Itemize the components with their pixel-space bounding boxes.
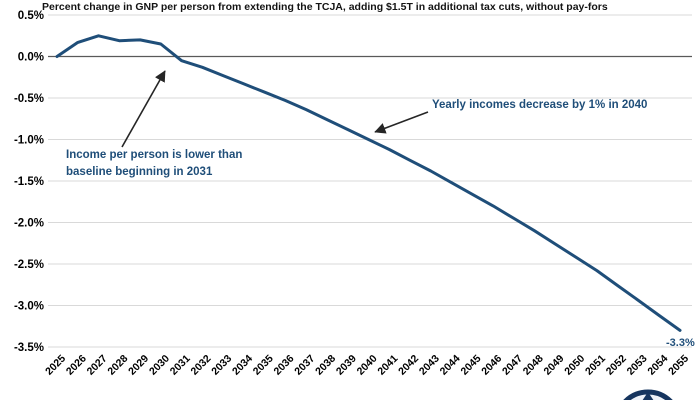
arrow-to-2031-crossing [121,70,166,148]
end-value-label: -3.3% [666,337,695,349]
x-tick-label: 2036 [272,353,297,378]
chart-title: Percent change in GNP per person from ex… [42,1,608,13]
axis-layer: 0.5% 0.0% -0.5% -1.0% -1.5% -2.0% -2.5% -3.0% -3… [14,10,691,378]
x-tick-label: 2053 [625,353,650,378]
annotation-2040: Yearly incomes decrease by 1% in 2040 [432,99,648,111]
x-tick-label: 2026 [64,353,89,378]
y-tick-label: -0.5% [14,93,44,105]
x-tick-label: 2034 [230,353,255,378]
logo-compass-icon [642,392,654,400]
x-tick-label: 2051 [583,353,608,378]
x-tick-label: 2031 [168,353,193,378]
x-tick-label: 2040 [355,353,380,378]
annotation-2031-line1: Income per person is lower than [66,149,243,161]
x-tick-label: 2038 [313,353,338,378]
series-layer [55,34,682,332]
x-tick-label: 2033 [209,353,234,378]
x-tick-label: 2046 [479,353,504,378]
x-tick-label: 2039 [334,353,359,378]
x-tick-label: 2029 [126,353,151,378]
y-tick-label: -3.5% [14,342,44,354]
y-tick-label: -2.5% [14,259,44,271]
x-tick-label: 2052 [604,353,629,378]
circular-logo [623,389,673,400]
x-tick-label: 2048 [521,353,546,378]
x-tick-label: 2025 [43,353,68,378]
y-tick-label: -1.5% [14,176,44,188]
x-tick-label: 2050 [562,353,587,378]
x-tick-label: 2035 [251,353,276,378]
x-tick-label: 2032 [188,353,213,378]
annotation-2031-line2: baseline beginning in 2031 [66,166,213,178]
x-tick-label: 2044 [438,353,463,378]
trend-line [55,34,682,332]
x-tick-label: 2042 [396,353,421,378]
x-tick-label: 2028 [105,353,130,378]
y-tick-label: -2.0% [14,218,44,230]
x-tick-label: 2043 [417,353,442,378]
x-tick-label: 2049 [542,353,567,378]
x-tick-label: 2054 [645,353,670,378]
grid-layer [48,14,692,348]
x-tick-label: 2055 [666,353,691,378]
y-tick-label: 0.5% [18,10,44,22]
x-tick-label: 2041 [375,353,400,378]
arrow-to-2040-point [374,111,429,134]
y-tick-label: -3.0% [14,301,44,313]
x-tick-label: 2030 [147,353,172,378]
x-tick-label: 2045 [458,353,483,378]
x-tick-label: 2027 [85,353,110,378]
x-tick-label: 2037 [292,353,317,378]
y-tick-label: 0.0% [18,52,44,64]
y-tick-label: -1.0% [14,135,44,147]
annotation-2031: Income per person is lower than baseline… [66,147,242,181]
x-tick-label: 2047 [500,353,525,378]
